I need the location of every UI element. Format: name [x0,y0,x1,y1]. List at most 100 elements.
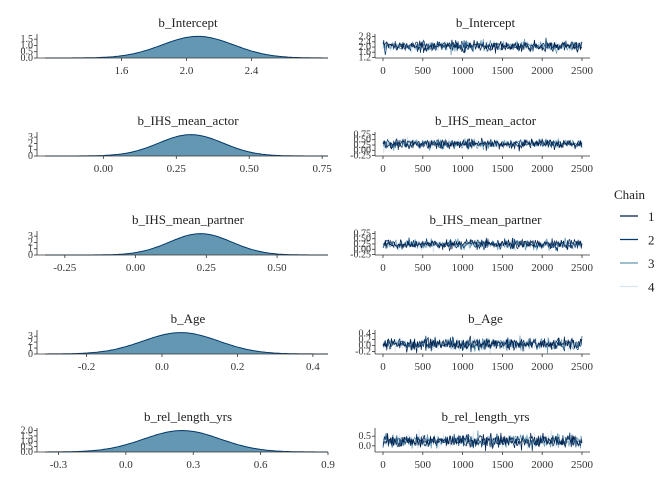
trace-x-tick-label: 2500 [571,262,594,274]
trace-x-tick-label: 1500 [491,459,514,471]
trace-x-tick-label: 2000 [531,65,554,77]
density-area [45,134,328,156]
trace-chain-3 [383,335,583,354]
trace-x-tick-label: 500 [415,361,432,373]
legend-label-chain-2: 2 [648,233,655,248]
legend-title: Chain [614,187,646,202]
density-area [45,430,328,452]
trace-x-tick-label: 1000 [452,65,475,77]
trace-x-tick-label: 0 [380,65,386,77]
density-x-tick-label: 1.6 [115,65,129,77]
density-line [45,429,328,453]
density-x-tick-label: 0.0 [155,361,169,373]
trace-x-tick-label: 2000 [531,262,554,274]
trace-chain-1 [382,39,583,54]
trace-x-tick-label: 0 [380,361,386,373]
trace-y-tick-label: 0.2 [359,335,372,346]
trace-chain-1 [382,237,583,252]
density-y-tick-label: 3 [28,132,33,143]
density-y-tick-label: 2.0 [21,426,34,437]
trace-title: b_IHS_mean_actor [435,113,537,128]
legend-items: 1 2 3 4 [620,209,655,295]
density-x-tick-label: 0.25 [167,163,187,175]
trace-x-tick-label: 2500 [571,361,594,373]
density-y-tick-label: 0.5 [21,47,34,58]
trace-y-tick-label: 2.4 [359,37,372,48]
trace-x-tick-label: 500 [415,262,432,274]
trace-y-tick-label: 0.0 [359,441,372,452]
trace-title: b_IHS_mean_partner [430,212,543,227]
density-x-tick-label: 0.00 [126,262,146,274]
trace-y-tick-label: 0.25 [354,140,372,151]
density-title: b_IHS_mean_actor [137,113,239,128]
trace-x-tick-label: 1000 [452,361,475,373]
trace-y-tick-label: 2.8 [359,32,372,43]
trace-y-tick-label: 0.4 [359,329,372,340]
density-x-tick-label: 0.9 [321,459,335,471]
trace-y-tick-label: 0.00 [354,145,372,156]
trace-x-tick-label: 0 [380,459,386,471]
trace-y-tick-label: 2.0 [359,42,372,53]
density-x-tick-label: 0.6 [254,459,268,471]
density-y-tick-label: 1.5 [21,431,34,442]
density-x-tick-label: 0.3 [186,459,200,471]
density-x-tick-label: 0.75 [313,163,333,175]
density-y-tick-label: 1.0 [21,436,34,447]
density-x-tick-label: 0.00 [94,163,114,175]
legend-label-chain-3: 3 [648,256,655,271]
chain-legend: Chain 1 2 3 4 [614,187,655,295]
trace-y-tick-label: 0.5 [359,431,372,442]
density-title: b_IHS_mean_partner [132,212,245,227]
density-area [45,233,328,255]
trace-y-tick-label: 0.25 [354,239,372,250]
trace-x-tick-label: 500 [415,65,432,77]
trace-y-tick-label: 0.50 [354,135,372,146]
legend-label-chain-4: 4 [648,280,655,295]
trace-panel: b_IHS_mean_actor -0.250.000.250.500.75 0 50… [350,113,593,175]
trace-y-tick-label: 0.50 [354,234,372,245]
density-y-tick-label: 0.5 [21,442,34,453]
trace-y-tick-label: -0.25 [350,151,371,162]
density-y-tick-label: 3 [28,331,33,342]
trace-y-tick-label: 1.2 [359,52,372,63]
density-y-tick-label: 0.0 [21,447,34,458]
trace-x-tick-label: 2000 [531,361,554,373]
trace-x-tick-label: 500 [415,163,432,175]
trace-x-tick-label: 1500 [491,163,514,175]
trace-chain-1 [382,137,583,152]
density-x-tick-label: 0.50 [240,163,260,175]
density-title: b_Age [171,311,206,326]
density-y-tick-label: 0 [28,151,33,162]
trace-panel: b_IHS_mean_partner -0.250.000.250.500.75 0… [350,212,593,274]
trace-x-tick-label: 500 [415,459,432,471]
density-y-tick-label: 1.5 [21,34,34,45]
trace-title: b_Age [468,311,503,326]
trace-x-tick-label: 1500 [491,361,514,373]
trace-chain-2 [382,37,583,55]
trace-x-tick-label: 0 [380,163,386,175]
density-x-tick-label: -0.25 [53,262,76,274]
density-area [45,332,328,354]
density-y-tick-label: 0 [28,250,33,261]
trace-panel: b_Intercept 1.21.62.02.42.8 0 500 1000 1500 20… [359,15,594,77]
trace-x-tick-label: 2000 [531,163,554,175]
density-x-tick-label: 0.50 [267,262,287,274]
trace-y-tick-label: 0.75 [354,129,372,140]
density-line [45,332,328,355]
trace-x-tick-label: 1000 [452,163,475,175]
density-x-tick-label: -0.2 [78,361,95,373]
trace-x-tick-label: 1000 [452,262,475,274]
density-x-tick-label: 0.2 [231,361,245,373]
trace-panel: b_rel_length_yrs 0.00.5 0 500 1000 1500 2000 25… [359,409,594,471]
density-panel: b_Intercept 0.00.51.01.5 1.6 2.0 2.4 [21,15,328,77]
trace-x-tick-label: 2500 [571,163,594,175]
trace-title: b_rel_length_yrs [441,409,529,424]
trace-x-tick-label: 0 [380,262,386,274]
trace-x-tick-label: 1500 [491,65,514,77]
